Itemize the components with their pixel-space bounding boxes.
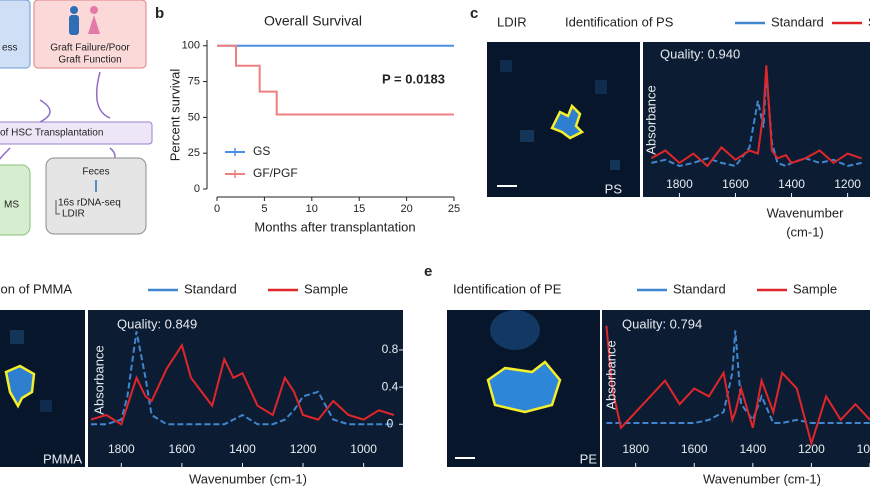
series-line <box>650 65 862 168</box>
y-tick-label: 25 <box>188 147 200 159</box>
center-box <box>0 121 153 145</box>
y-tick-label: 0 <box>194 183 200 195</box>
x-tick-label: 1600 <box>681 442 708 456</box>
x-tick-label: 15 <box>353 203 365 215</box>
legend-label: Standard <box>184 281 237 296</box>
y-tick-label: 100 <box>182 40 200 52</box>
image-label: PE <box>580 451 598 466</box>
chart-title: Identification of PS <box>565 14 674 29</box>
x-tick-label: 10 <box>306 203 318 215</box>
header-label: LDIR <box>497 14 527 29</box>
ms-box <box>0 164 31 236</box>
box-text: MS <box>4 200 19 211</box>
y-axis-label: Absorbance <box>603 340 618 409</box>
series-line <box>605 325 870 447</box>
series-line <box>217 44 454 116</box>
x-axis-label: Wavenumber (cm-1) <box>189 471 307 486</box>
success-box <box>0 0 31 69</box>
box-text: 16s rDNA-seq <box>58 198 121 209</box>
x-tick-label: 1600 <box>169 442 196 456</box>
annotation: Quality: 0.794 <box>622 316 702 331</box>
chart-title: Overall Survival <box>264 13 362 29</box>
x-tick-label: 25 <box>448 203 460 215</box>
box-text: of HSC Transplantation <box>0 128 103 139</box>
legend-label: Sample <box>304 281 348 296</box>
legend-label: GS <box>253 144 270 158</box>
x-tick-label: 20 <box>400 203 412 215</box>
feces-box <box>45 157 147 235</box>
legend-label: GF/PGF <box>253 166 298 180</box>
y-axis-label: Percent survival <box>167 69 182 162</box>
y-axis-label: Absorbance <box>643 85 658 154</box>
panel-label: c <box>470 5 478 22</box>
series-line <box>91 331 394 426</box>
x-axis-label: Wavenumber <box>767 205 844 220</box>
panel-label: b <box>155 5 164 22</box>
series-line <box>606 330 870 424</box>
series-line <box>90 342 395 426</box>
chart-title: Identification of PMMA <box>0 281 72 296</box>
panel-label: e <box>424 263 432 280</box>
arrows <box>0 71 116 166</box>
x-tick-label: 1200 <box>798 442 825 456</box>
box-text: Graft Function <box>58 55 121 66</box>
image-label: PS <box>605 181 623 196</box>
x-tick-label: 1200 <box>290 442 317 456</box>
legend-label: Sample <box>793 281 837 296</box>
x-tick-label: 1400 <box>739 442 766 456</box>
x-tick-label: 1800 <box>108 442 135 456</box>
people-icon <box>69 6 100 35</box>
image-label: PMMA <box>43 451 82 466</box>
x-tick-label: 1800 <box>666 177 693 191</box>
y-tick-label: 0.4 <box>382 379 399 393</box>
x-tick-label: 5 <box>261 203 267 215</box>
annotation: Quality: 0.849 <box>117 316 197 331</box>
micrograph <box>447 310 600 467</box>
x-tick-label: 1200 <box>834 177 861 191</box>
x-tick-label: 1400 <box>229 442 256 456</box>
x-tick-label: 1800 <box>622 442 649 456</box>
y-tick-label: 0.8 <box>382 342 399 356</box>
x-axis-label: (cm-1) <box>786 224 824 239</box>
annotation: Quality: 0.940 <box>660 46 740 61</box>
y-tick-label: 0 <box>387 416 394 430</box>
y-axis-label: Absorbance <box>91 345 106 414</box>
x-axis-label: Wavenumber (cm-1) <box>703 471 821 486</box>
legend-label: Sample <box>868 14 870 29</box>
legend-label: Standard <box>771 14 824 29</box>
y-tick-label: 75 <box>188 75 200 87</box>
box-text: Feces <box>82 167 109 178</box>
box-text: Graft Failure/Poor <box>50 43 130 54</box>
box-text: ess <box>2 43 18 54</box>
x-tick-label: 1600 <box>722 177 749 191</box>
annotation: P = 0.0183 <box>382 71 445 86</box>
micrograph <box>0 310 85 467</box>
bracket <box>55 200 60 215</box>
plot-background <box>88 310 403 467</box>
x-tick-label: 0 <box>214 203 220 215</box>
box-text: LDIR <box>62 209 85 220</box>
x-tick-label: 1000 <box>857 442 870 456</box>
plot-background <box>643 42 870 197</box>
y-tick-label: 50 <box>188 111 200 123</box>
chart-title: Identification of PE <box>453 281 562 296</box>
x-axis-label: Months after transplantation <box>254 219 415 234</box>
micrograph <box>487 42 640 197</box>
legend-label: Standard <box>673 281 726 296</box>
x-tick-label: 1000 <box>350 442 377 456</box>
x-tick-label: 1400 <box>778 177 805 191</box>
